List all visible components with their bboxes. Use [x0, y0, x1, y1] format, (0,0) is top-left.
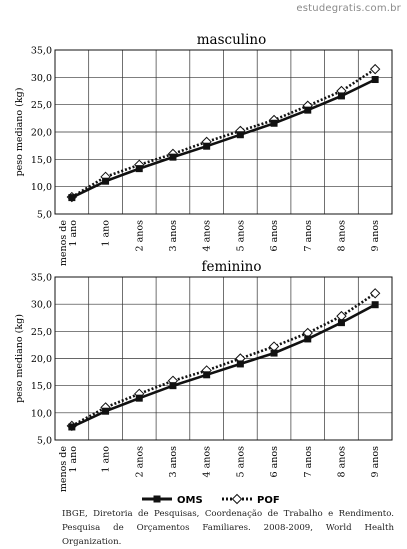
y-tick-label: 35,0	[31, 46, 52, 57]
x-tick-label: 7 anos	[303, 220, 314, 252]
x-tick-label: menos de	[58, 446, 69, 492]
data-point-oms	[236, 360, 244, 368]
y-tick-label: 5,0	[37, 436, 52, 447]
plot-frame	[54, 49, 393, 215]
y-tick-label: 5,0	[37, 210, 52, 221]
data-point-pof	[369, 63, 381, 75]
legend-oms-label: OMS	[177, 495, 203, 506]
chart-title: feminino	[202, 259, 262, 275]
y-tick-label: 10,0	[31, 182, 52, 193]
x-tick-label: 8 anos	[336, 446, 347, 478]
data-point-oms	[102, 177, 110, 185]
y-tick-label: 20,0	[31, 354, 52, 365]
x-tick-label: 9 anos	[370, 220, 381, 252]
data-point-oms	[135, 165, 143, 173]
watermark: estudegratis.com.br	[296, 3, 401, 14]
series-line-pof	[71, 68, 376, 199]
data-point-oms	[102, 407, 110, 415]
x-tick-label: menos de	[58, 220, 69, 266]
x-tick-label: 6 anos	[269, 446, 280, 478]
x-tick-label: 8 anos	[336, 220, 347, 252]
y-axis-label: peso mediano (kg)	[14, 314, 25, 403]
data-point-oms	[68, 423, 76, 431]
y-tick-label: 25,0	[31, 327, 52, 338]
data-point-oms	[270, 349, 278, 357]
x-tick-label: 1 ano	[68, 220, 79, 247]
x-tick-label: 1 ano	[68, 446, 79, 473]
x-tick-label: 4 anos	[202, 220, 213, 252]
data-point-oms	[304, 335, 312, 343]
x-tick-label: 5 anos	[235, 220, 246, 252]
data-point-oms	[270, 119, 278, 127]
x-tick-label: 9 anos	[370, 446, 381, 478]
legend-pof-label: POF	[257, 495, 280, 506]
data-point-oms	[135, 394, 143, 402]
y-tick-label: 15,0	[31, 155, 52, 166]
legend: OMS POF	[142, 493, 280, 506]
data-point-oms	[203, 371, 211, 379]
data-point-oms	[371, 301, 379, 309]
data-point-oms	[236, 131, 244, 139]
chart-title: masculino	[197, 32, 267, 48]
data-point-oms	[68, 194, 76, 202]
x-tick-label: 7 anos	[303, 446, 314, 478]
data-point-oms	[169, 382, 177, 390]
source-note: IBGE, Diretoria de Pesquisas, Coordenaçã…	[62, 509, 394, 547]
data-point-oms	[203, 142, 211, 150]
y-tick-label: 30,0	[31, 300, 52, 311]
series-line-pof	[71, 292, 376, 428]
data-point-pof	[369, 288, 381, 299]
x-tick-label: 3 anos	[168, 446, 179, 478]
y-tick-label: 25,0	[31, 100, 52, 111]
data-point-oms	[304, 106, 312, 114]
y-axis-label: peso mediano (kg)	[14, 88, 25, 177]
data-point-oms	[169, 153, 177, 161]
data-point-oms	[371, 76, 379, 84]
x-tick-label: 1 ano	[101, 446, 112, 473]
y-tick-label: 15,0	[31, 381, 52, 392]
y-tick-label: 35,0	[31, 273, 52, 284]
x-tick-label: 4 anos	[202, 446, 213, 478]
y-tick-label: 10,0	[31, 408, 52, 419]
x-tick-label: 6 anos	[269, 220, 280, 252]
data-point-oms	[337, 319, 345, 327]
x-tick-label: 5 anos	[235, 446, 246, 478]
plot-frame	[54, 276, 393, 441]
x-tick-label: 2 anos	[134, 446, 145, 478]
series-line-oms	[71, 78, 376, 199]
data-point-oms	[337, 92, 345, 100]
legend-pof-marker	[231, 493, 243, 505]
x-tick-label: 1 ano	[101, 220, 112, 247]
x-tick-label: 2 anos	[134, 220, 145, 252]
y-tick-label: 30,0	[31, 73, 52, 84]
series-line-oms	[71, 303, 376, 429]
y-tick-label: 20,0	[31, 128, 52, 139]
x-tick-label: 3 anos	[168, 220, 179, 252]
legend-oms-marker	[153, 495, 161, 503]
